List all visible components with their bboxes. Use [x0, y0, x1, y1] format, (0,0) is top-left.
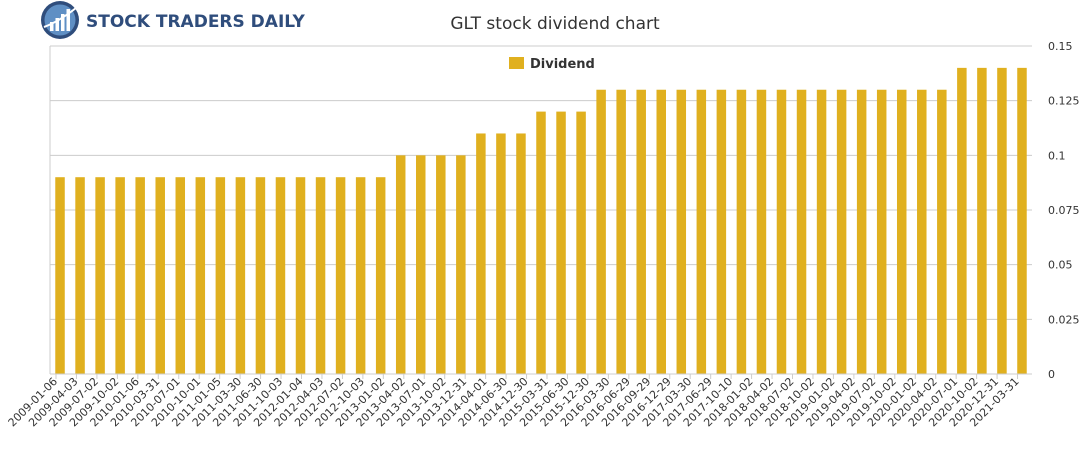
logo: STOCK TRADERS DAILY — [41, 1, 305, 39]
bar — [536, 111, 546, 374]
axes — [49, 46, 1032, 375]
legend-label-dividend: Dividend — [530, 57, 595, 72]
bar — [616, 89, 626, 374]
bar — [656, 89, 666, 374]
bar — [195, 177, 206, 374]
bar — [776, 89, 787, 374]
bar — [576, 111, 586, 374]
bar — [937, 89, 947, 374]
bar — [55, 177, 65, 374]
bar — [456, 155, 466, 374]
bar — [957, 67, 967, 374]
bar — [836, 89, 847, 374]
y-tick-label: 0.1 — [1048, 149, 1066, 162]
bar — [997, 67, 1007, 374]
bar — [516, 133, 526, 374]
bar — [275, 177, 286, 374]
bar — [596, 89, 606, 374]
y-tick-label: 0.05 — [1048, 259, 1073, 272]
bar — [235, 177, 246, 374]
bar — [335, 177, 346, 374]
bar — [215, 177, 226, 374]
y-tick-labels: 0 0.025 0.05 0.075 0.1 0.125 0.15 — [1048, 40, 1080, 381]
bar — [816, 89, 827, 374]
logo-globe-icon — [41, 1, 79, 39]
bar — [676, 89, 687, 374]
bar — [736, 89, 747, 374]
y-tick-label: 0.125 — [1048, 95, 1080, 108]
bar — [896, 89, 907, 374]
bar — [436, 155, 446, 374]
bar — [476, 133, 486, 374]
bar — [295, 177, 306, 374]
bar — [355, 177, 366, 374]
x-tick-labels: 2009-01-062009-04-032009-07-022009-10-02… — [6, 374, 1022, 429]
bar — [395, 155, 406, 374]
bar — [175, 177, 186, 374]
bar — [636, 89, 646, 374]
bar — [876, 89, 887, 374]
bar — [315, 177, 326, 374]
bar — [716, 89, 727, 374]
bar — [977, 67, 987, 374]
bar — [756, 89, 767, 374]
bar — [416, 155, 426, 374]
bar — [75, 177, 85, 374]
bar — [796, 89, 807, 374]
y-tick-label: 0.025 — [1048, 313, 1080, 326]
bars — [55, 67, 1027, 374]
bar — [1017, 67, 1027, 374]
bar — [95, 177, 105, 374]
chart-title: GLT stock dividend chart — [450, 14, 660, 34]
bar — [917, 89, 927, 374]
bar — [135, 177, 145, 374]
bar — [496, 133, 506, 374]
legend: Dividend — [509, 57, 595, 72]
y-tick-label: 0 — [1048, 368, 1055, 381]
legend-swatch-dividend — [509, 57, 524, 69]
bar — [856, 89, 867, 374]
y-tick-label: 0.15 — [1048, 40, 1073, 53]
logo-text: STOCK TRADERS DAILY — [86, 12, 305, 32]
bar — [155, 177, 165, 374]
bar — [115, 177, 125, 374]
bar — [255, 177, 266, 374]
bar — [696, 89, 707, 374]
bar — [375, 177, 386, 374]
bar — [556, 111, 566, 374]
y-tick-label: 0.075 — [1048, 204, 1080, 217]
